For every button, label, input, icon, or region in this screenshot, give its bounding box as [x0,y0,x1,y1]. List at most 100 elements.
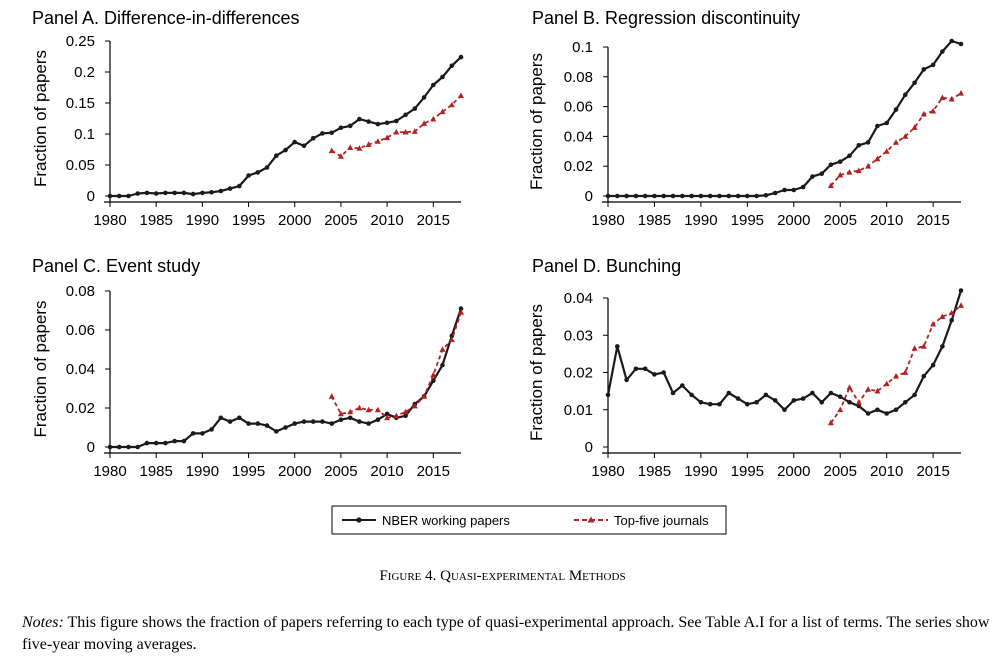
data-point-top5 [902,369,909,375]
data-point-top5 [421,393,428,399]
data-point-nber [246,173,251,178]
figure-panels: Panel A. Difference-in-differences Fracti… [31,8,964,535]
y-tick-label: 0.1 [74,126,95,143]
data-point-nber [264,423,270,428]
data-point-nber [163,440,168,446]
x-tick-label: 2005 [324,212,357,229]
data-point-top5 [328,147,335,154]
x-tick-label: 1980 [93,463,126,480]
data-point-nber [680,383,685,388]
data-point-nber [698,400,704,405]
panel-title: Panel C. Event study [32,256,200,276]
data-point-nber [791,187,797,193]
data-point-top5 [958,90,964,96]
data-point-nber [394,118,399,124]
data-point-nber [126,193,131,199]
notes-text: This figure shows the fraction of papers… [22,614,990,653]
data-point-nber [754,193,759,199]
data-point-nber [903,400,908,405]
legend-nber-marker [356,517,362,523]
data-point-nber [412,106,418,111]
data-point-top5 [458,309,464,315]
data-point-nber [274,153,279,158]
data-point-nber [144,440,150,446]
data-point-nber [958,288,964,293]
data-point-nber [366,421,371,426]
data-point-nber [116,444,122,450]
data-point-nber [633,366,639,372]
data-point-top5 [902,133,909,139]
panel-c: Panel C. Event study Fraction of papers 0 0… [31,256,464,480]
y-tick-label: 0.02 [66,400,95,417]
data-point-top5 [948,95,955,102]
data-point-nber [144,190,150,196]
x-tick-label: 1995 [731,463,764,480]
data-point-top5 [458,92,464,98]
data-point-nber [237,183,242,189]
data-point-nber [745,401,750,407]
x-tick-label: 2010 [870,463,903,480]
data-point-nber [163,190,168,196]
data-point-top5 [855,399,862,405]
data-point-nber [949,38,954,44]
data-point-nber [320,131,325,136]
y-tick-label: 0.1 [572,39,593,56]
y-tick-label: 0.2 [74,64,95,81]
x-tick-label: 2010 [370,463,403,480]
data-point-top5 [958,302,964,308]
data-point-top5 [356,404,363,411]
data-point-top5 [865,163,872,169]
panel-b: Panel B. Regression discontinuity Fractio… [527,8,964,229]
x-tick-label: 2010 [870,212,903,229]
x-tick-label: 2005 [824,212,857,229]
data-point-top5 [930,320,937,327]
y-axis-label: Fraction of papers [527,53,546,190]
data-point-top5 [855,167,862,174]
data-point-nber [384,120,390,126]
x-tick-label: 1990 [186,212,219,229]
data-point-nber [357,419,362,424]
legend-box [331,505,727,535]
data-point-nber [689,392,694,398]
data-point-top5 [448,336,455,343]
data-point-nber [782,187,787,193]
data-point-nber [126,444,131,450]
data-point-nber [707,193,713,199]
x-tick-label: 2005 [324,463,357,480]
data-point-nber [310,419,316,424]
data-point-nber [310,136,316,141]
data-point-top5 [911,345,918,351]
data-point-nber [200,190,205,196]
data-point-nber [431,82,436,88]
y-tick-label: 0.01 [564,402,593,419]
data-point-top5 [930,107,937,114]
figure-caption: Figure 4. Quasi-experimental Methods [0,568,1005,585]
data-point-nber [633,193,639,199]
data-point-nber [893,107,899,112]
caption-prefix: Figure 4. [379,568,437,584]
x-tick-label: 1990 [684,463,717,480]
data-point-top5 [328,393,335,399]
data-point-nber [227,419,233,424]
data-point-nber [403,413,408,419]
data-point-nber [717,193,722,199]
y-tick-label: 0 [585,439,593,456]
data-point-nber [431,378,436,384]
data-point-nber [107,444,113,450]
x-tick-label: 1980 [93,212,126,229]
data-point-top5 [347,144,354,150]
data-point-nber [810,174,815,179]
data-point-nber [264,165,270,170]
data-point-top5 [430,371,437,378]
data-point-nber [670,193,676,199]
data-point-nber [893,407,899,413]
data-point-top5 [439,108,446,115]
y-axis-label: Fraction of papers [31,300,50,437]
data-point-top5 [337,153,344,159]
data-point-nber [847,400,852,405]
data-point-nber [218,188,224,194]
legend-top5-label: Top-five journals [614,513,709,528]
data-point-nber [237,415,242,421]
data-point-nber [865,411,871,416]
data-point-nber [181,190,187,196]
